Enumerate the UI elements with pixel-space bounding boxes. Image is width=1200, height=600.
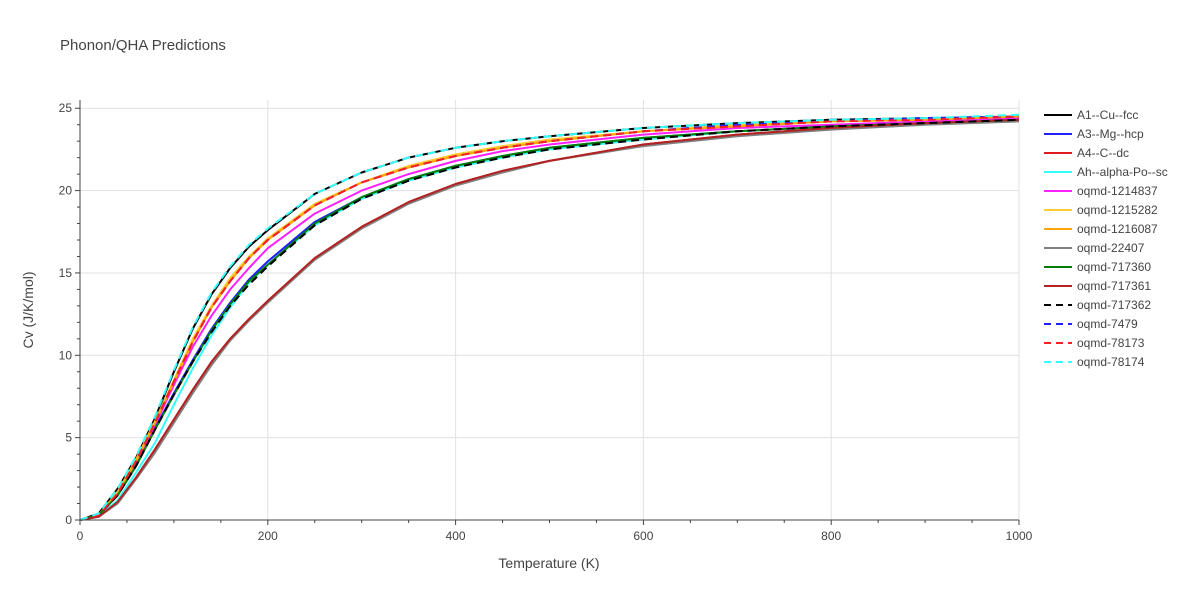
y-tick-label: 20: [59, 184, 73, 198]
y-tick-label: 0: [65, 513, 72, 527]
chart-title: Phonon/QHA Predictions: [60, 37, 226, 54]
legend-label: oqmd-78173: [1077, 336, 1145, 350]
x-tick-label: 600: [633, 529, 653, 543]
series-layer: [79, 113, 1020, 521]
legend-item[interactable]: A1--Cu--fcc: [1044, 108, 1138, 122]
legend-label: oqmd-1215282: [1077, 203, 1158, 217]
legend-label: oqmd-717362: [1077, 298, 1151, 312]
series-line[interactable]: [79, 115, 1020, 521]
y-tick-label: 5: [65, 431, 72, 445]
legend-item[interactable]: A3--Mg--hcp: [1044, 127, 1144, 141]
legend-item[interactable]: oqmd-78174: [1044, 355, 1145, 369]
y-tick-label: 10: [59, 348, 73, 362]
x-tick-label: 0: [77, 529, 84, 543]
legend-label: oqmd-78174: [1077, 355, 1145, 369]
legend[interactable]: A1--Cu--fcc A3--Mg--hcp A4--C--dc Ah--alpha…: [1044, 108, 1168, 369]
x-tick-label: 800: [821, 529, 841, 543]
legend-item[interactable]: oqmd-1216087: [1044, 222, 1158, 236]
legend-label: oqmd-717360: [1077, 260, 1151, 274]
legend-label: A4--C--dc: [1077, 146, 1129, 160]
legend-item[interactable]: oqmd-7479: [1044, 317, 1138, 331]
tick-labels: 0 200 400 600 800 1000 0 5 10 15 20 25: [59, 101, 1033, 543]
x-tick-label: 400: [446, 529, 466, 543]
legend-label: Ah--alpha-Po--sc: [1077, 165, 1168, 179]
x-tick-label: 1000: [1006, 529, 1033, 543]
legend-item[interactable]: oqmd-22407: [1044, 241, 1145, 255]
legend-item[interactable]: Ah--alpha-Po--sc: [1044, 165, 1168, 179]
legend-item[interactable]: oqmd-717360: [1044, 260, 1151, 274]
x-tick-label: 200: [258, 529, 278, 543]
series-line[interactable]: [79, 118, 1020, 521]
axes: [75, 100, 1020, 525]
legend-item[interactable]: oqmd-717361: [1044, 279, 1151, 293]
legend-label: oqmd-22407: [1077, 241, 1145, 255]
series-line[interactable]: [79, 118, 1020, 521]
legend-label: A3--Mg--hcp: [1077, 127, 1144, 141]
legend-label: oqmd-717361: [1077, 279, 1151, 293]
grid-lines: [80, 100, 1020, 520]
y-tick-label: 25: [59, 101, 73, 115]
series-line[interactable]: [79, 113, 1020, 521]
legend-item[interactable]: oqmd-717362: [1044, 298, 1151, 312]
series-line[interactable]: [79, 120, 1020, 521]
x-axis-label: Temperature (K): [498, 555, 599, 571]
y-axis-label: Cv (J/K/mol): [20, 272, 36, 349]
legend-item[interactable]: oqmd-78173: [1044, 336, 1145, 350]
legend-label: oqmd-1216087: [1077, 222, 1158, 236]
legend-item[interactable]: oqmd-1214837: [1044, 184, 1158, 198]
legend-label: A1--Cu--fcc: [1077, 108, 1138, 122]
legend-item[interactable]: oqmd-1215282: [1044, 203, 1158, 217]
legend-label: oqmd-1214837: [1077, 184, 1158, 198]
legend-label: oqmd-7479: [1077, 317, 1138, 331]
y-tick-label: 15: [59, 266, 73, 280]
legend-item[interactable]: A4--C--dc: [1044, 146, 1129, 160]
